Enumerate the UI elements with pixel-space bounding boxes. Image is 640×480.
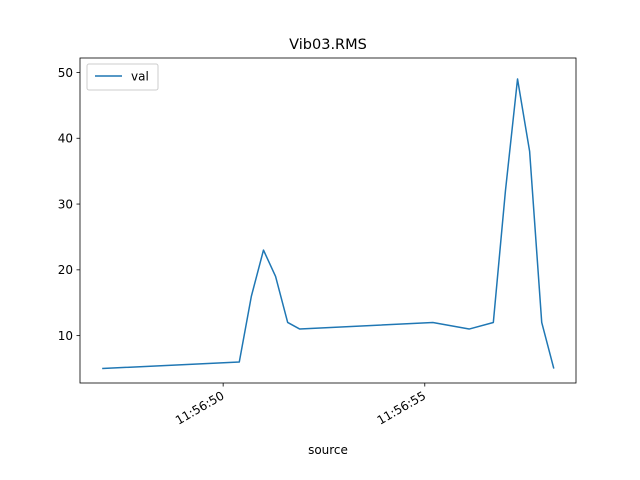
- y-tick-label: 40: [58, 132, 73, 146]
- plot-frame: [79, 57, 577, 384]
- y-tick-label: 30: [58, 197, 73, 211]
- legend-box: [86, 63, 159, 91]
- legend: val: [86, 63, 159, 91]
- series-layer: [102, 78, 555, 370]
- y-tick-label: 20: [58, 263, 73, 277]
- legend-label-val: val: [131, 70, 149, 84]
- y-axis-ticks: 10 20 30 40 50: [58, 66, 80, 343]
- series-line-val: [102, 78, 555, 370]
- y-tick-label: 50: [58, 66, 73, 80]
- x-axis-label: source: [308, 443, 348, 457]
- y-tick-label: 10: [58, 329, 73, 343]
- chart-title: Vib03.RMS: [289, 37, 367, 53]
- plot-area: [80, 58, 576, 383]
